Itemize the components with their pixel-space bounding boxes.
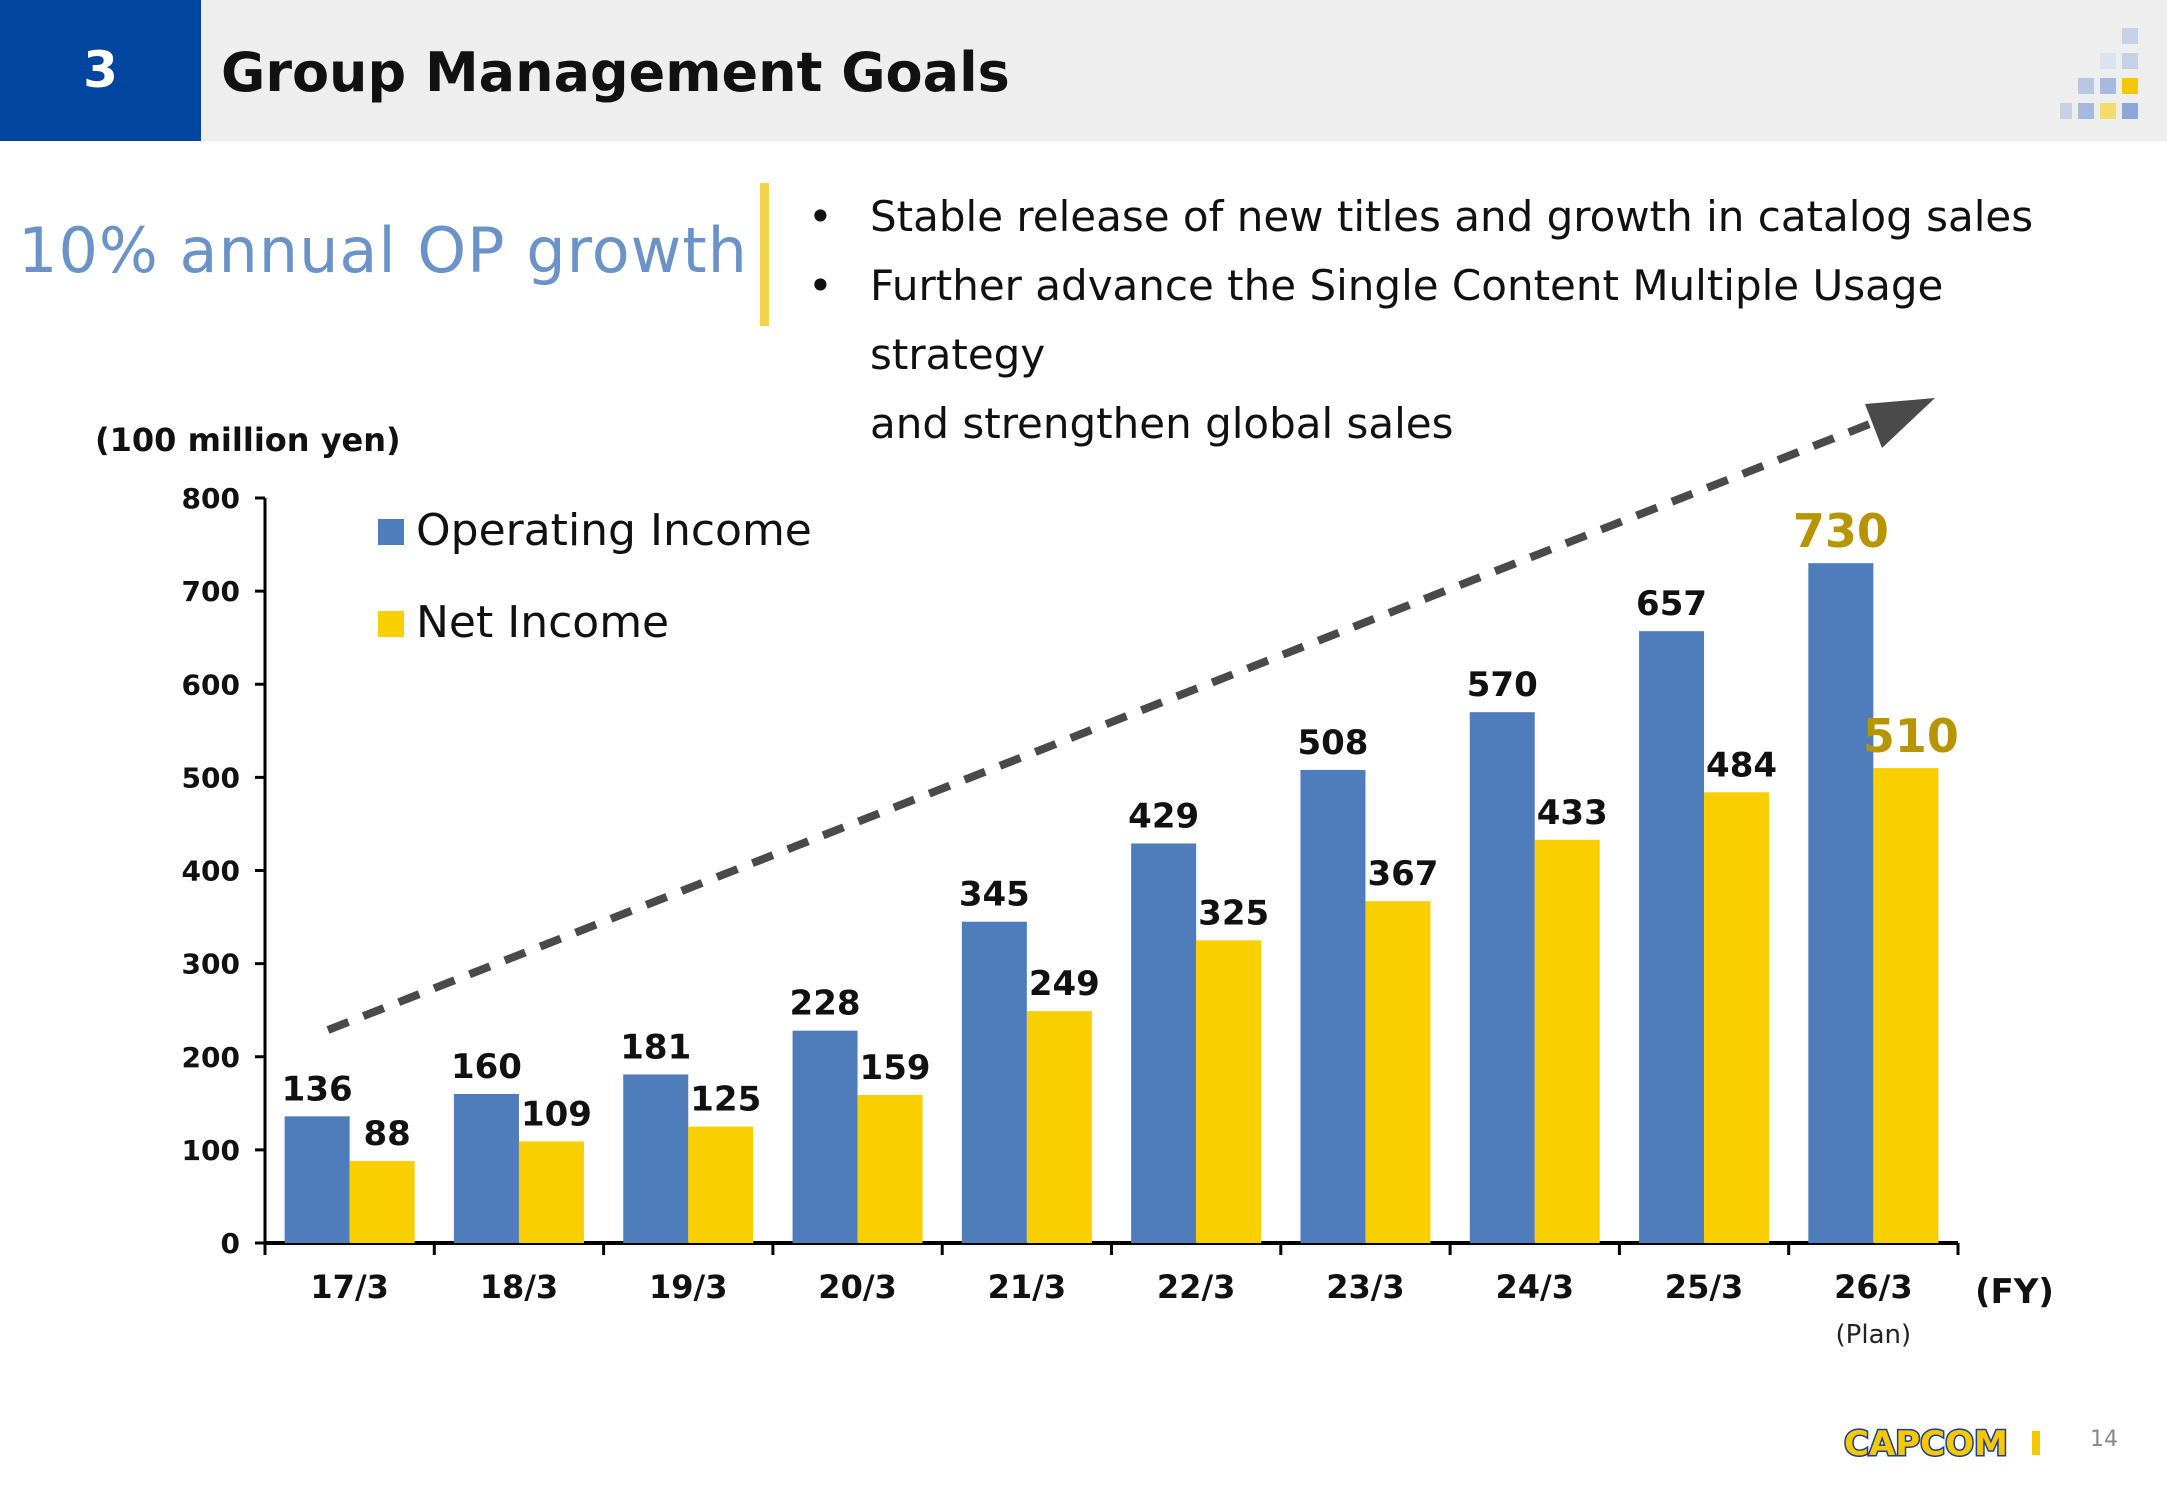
bar-value-label: 510 [1863, 709, 1959, 763]
bar-value-label: 570 [1467, 665, 1538, 705]
legend-swatch [378, 519, 404, 545]
bar-value-label: 125 [690, 1080, 761, 1120]
bar-value-label: 325 [1198, 893, 1269, 933]
strategy-bullets: • Stable release of new titles and growt… [800, 182, 2100, 458]
decorative-squares-icon [2060, 28, 2138, 119]
y-axis-label: (100 million yen) [95, 421, 401, 459]
x-tick-label: 21/3 [988, 1268, 1066, 1306]
bullet-text: Stable release of new titles and growth … [870, 192, 2034, 241]
bar-net-income [1365, 901, 1431, 1243]
y-tick-label: 100 [182, 1134, 240, 1167]
bar-operating-income [961, 921, 1027, 1243]
section-number: 3 [0, 0, 201, 141]
y-tick-label: 200 [182, 1041, 240, 1074]
bar-net-income [1026, 1011, 1092, 1243]
bullet-item: • Stable release of new titles and growt… [800, 182, 2100, 251]
capcom-logo: CAPCOM [1843, 1423, 2040, 1463]
y-tick-label: 800 [182, 482, 240, 515]
bar-operating-income [1639, 631, 1705, 1243]
bar-net-income [1873, 768, 1939, 1243]
bar-value-label: 367 [1367, 854, 1438, 894]
bar-value-label: 508 [1297, 723, 1368, 763]
bar-operating-income [623, 1074, 689, 1243]
bar-value-label: 88 [363, 1114, 410, 1154]
x-tick-label: 24/3 [1496, 1268, 1574, 1306]
legend-label: Operating Income [416, 505, 812, 556]
bar-operating-income [792, 1030, 858, 1243]
y-tick-label: 400 [182, 855, 240, 888]
x-tick-label: 20/3 [818, 1268, 896, 1306]
y-tick-label: 0 [221, 1227, 240, 1260]
header-bar: 3 Group Management Goals [0, 0, 2167, 141]
bar-value-label: 429 [1128, 796, 1199, 836]
bar-net-income [1534, 839, 1600, 1243]
x-tick-label: 18/3 [480, 1268, 558, 1306]
bar-net-income [1196, 940, 1262, 1243]
bullet-item: • Further advance the Single Content Mul… [800, 251, 2100, 458]
bar-operating-income [1808, 563, 1874, 1243]
accent-divider [760, 183, 769, 326]
bullet-text-line2: and strengthen global sales [870, 399, 1454, 448]
bar-value-label: 484 [1706, 745, 1777, 785]
bar-operating-income [1469, 712, 1535, 1243]
bullet-text-line1: Further advance the Single Content Multi… [870, 261, 1944, 379]
bullet-marker: • [808, 192, 833, 241]
page-number: 14 [2090, 1427, 2118, 1452]
x-tick-label: 23/3 [1326, 1268, 1404, 1306]
bar-value-label: 159 [860, 1048, 931, 1088]
bar-operating-income [453, 1094, 519, 1243]
bullet-marker: • [808, 261, 833, 310]
growth-target-heading: 10% annual OP growth [18, 214, 748, 287]
bar-value-label: 657 [1636, 584, 1707, 624]
x-tick-label: 19/3 [649, 1268, 727, 1306]
bar-value-label: 249 [1029, 964, 1100, 1004]
plan-note-label: (Plan) [1836, 1320, 1912, 1350]
bar-operating-income [1300, 769, 1366, 1243]
bar-value-label: 181 [620, 1027, 691, 1067]
bar-operating-income [284, 1116, 350, 1243]
bar-net-income [349, 1161, 415, 1243]
bar-value-label: 228 [790, 984, 861, 1024]
bar-value-label: 345 [959, 875, 1030, 915]
y-tick-label: 700 [182, 575, 240, 608]
bar-value-label: 136 [282, 1069, 353, 1109]
trend-arrow-line [326, 414, 1887, 1034]
page-title: Group Management Goals [221, 41, 1010, 104]
legend-swatch [378, 611, 404, 637]
legend-label: Net Income [416, 597, 669, 648]
bar-operating-income [1131, 843, 1197, 1243]
x-axis-label: (FY) [1975, 1272, 2054, 1312]
bar-net-income [1704, 792, 1770, 1243]
trend-arrow-head [1865, 398, 1935, 448]
y-tick-label: 500 [182, 761, 240, 794]
bar-net-income [518, 1141, 584, 1243]
bar-value-label: 730 [1793, 504, 1889, 558]
income-bar-chart: (100 million yen) 0 100 200 300 400 500 600 700 8… [95, 398, 2054, 1350]
bar-net-income [688, 1126, 754, 1243]
x-tick-label: 25/3 [1665, 1268, 1743, 1306]
bar-net-income [857, 1094, 923, 1243]
y-tick-label: 600 [182, 668, 240, 701]
y-tick-label: 300 [182, 948, 240, 981]
x-tick-label: 17/3 [310, 1268, 388, 1306]
bar-value-label: 109 [521, 1094, 592, 1134]
logo-wordmark: CAPCOM [1844, 1424, 2008, 1463]
x-tick-label: 22/3 [1157, 1268, 1235, 1306]
x-tick-label: 26/3 [1834, 1268, 1912, 1306]
bar-value-label: 160 [451, 1047, 522, 1087]
bar-value-label: 433 [1537, 793, 1608, 833]
